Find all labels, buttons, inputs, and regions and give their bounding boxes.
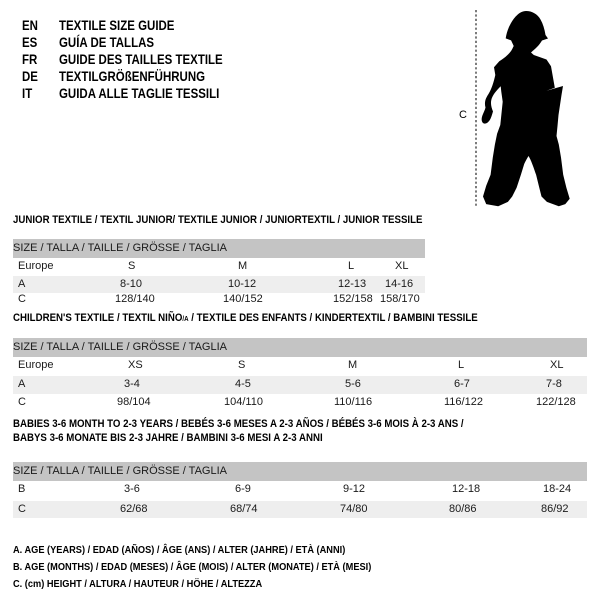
svg-text:C: C (459, 109, 467, 121)
